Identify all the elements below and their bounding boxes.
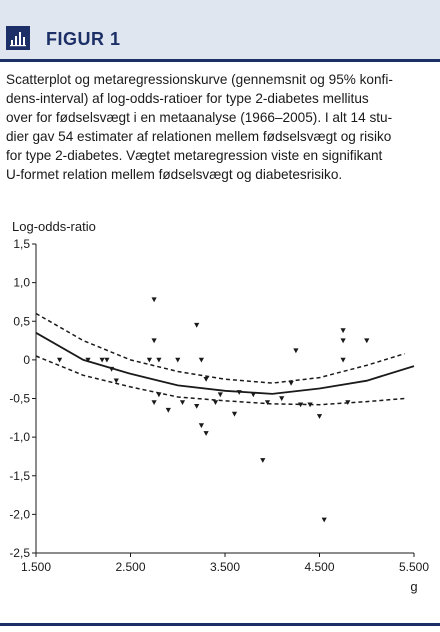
data-point bbox=[279, 396, 285, 402]
data-point bbox=[175, 357, 181, 363]
data-point bbox=[345, 400, 351, 405]
figure-header: FIGUR 1 bbox=[0, 0, 440, 62]
scatter-chart: Log-odds-ratio 1,5 1,0 0,5 0 -0,5 -1,0 -1,5 -2,0… bbox=[9, 219, 429, 594]
figure-caption: Scatterplot og metaregressionskurve (gen… bbox=[6, 72, 393, 182]
data-point bbox=[194, 322, 200, 328]
figure-label: FIGUR 1 bbox=[46, 29, 121, 49]
x-tick-label: 3.500 bbox=[210, 560, 240, 574]
data-point bbox=[288, 380, 294, 386]
data-point bbox=[316, 414, 323, 419]
y-tick-label: -0,5 bbox=[9, 392, 30, 406]
data-point bbox=[85, 357, 91, 363]
data-point bbox=[151, 338, 157, 344]
data-point bbox=[260, 458, 266, 463]
data-point bbox=[236, 390, 242, 395]
x-tick-label: 5.500 bbox=[399, 560, 429, 574]
data-point bbox=[203, 431, 209, 436]
data-point bbox=[298, 402, 304, 408]
data-point bbox=[104, 357, 110, 363]
data-point bbox=[151, 400, 157, 405]
data-point bbox=[165, 407, 171, 413]
data-point bbox=[156, 357, 162, 363]
data-point bbox=[194, 404, 200, 409]
data-point bbox=[340, 328, 346, 334]
data-point bbox=[151, 297, 157, 303]
data-point bbox=[203, 377, 209, 382]
data-point bbox=[198, 357, 204, 363]
x-axis-unit: g bbox=[410, 579, 417, 594]
data-point bbox=[156, 392, 162, 398]
regression-curve-upper-95 bbox=[35, 312, 405, 384]
data-point bbox=[99, 357, 105, 363]
y-tick-label: -1,5 bbox=[9, 469, 30, 483]
data-point bbox=[340, 357, 346, 363]
data-point bbox=[340, 338, 346, 344]
y-tick-label: 1,0 bbox=[13, 276, 30, 290]
data-point bbox=[146, 357, 152, 363]
y-axis-title: Log-odds-ratio bbox=[12, 219, 96, 234]
data-point bbox=[113, 378, 119, 384]
y-tick-label: 0 bbox=[23, 353, 30, 367]
figure-badge bbox=[6, 26, 30, 50]
data-point bbox=[109, 366, 115, 372]
data-point bbox=[212, 400, 219, 405]
y-tick-label: -2,0 bbox=[9, 507, 30, 521]
regression-curve-lower-95 bbox=[35, 355, 405, 406]
y-tick-label: 0,5 bbox=[13, 314, 30, 328]
regression-curve-mean bbox=[35, 332, 415, 395]
x-tick-label: 4.500 bbox=[304, 560, 334, 574]
data-point bbox=[307, 402, 313, 408]
data-point bbox=[198, 423, 204, 429]
data-point bbox=[250, 392, 256, 398]
data-point bbox=[57, 357, 63, 363]
footer-rule bbox=[0, 623, 440, 626]
data-point bbox=[231, 411, 238, 417]
x-tick-label: 1.500 bbox=[21, 560, 51, 574]
data-point bbox=[364, 338, 370, 344]
data-point bbox=[179, 400, 186, 405]
y-tick-label: -2,5 bbox=[9, 546, 30, 560]
data-point bbox=[217, 392, 223, 398]
data-point bbox=[321, 517, 327, 523]
y-tick-label: 1,5 bbox=[13, 237, 30, 251]
y-tick-label: -1,0 bbox=[9, 430, 30, 444]
bar-chart-icon bbox=[10, 32, 26, 47]
data-point bbox=[293, 348, 299, 354]
data-point bbox=[264, 400, 271, 405]
x-tick-label: 2.500 bbox=[115, 560, 145, 574]
